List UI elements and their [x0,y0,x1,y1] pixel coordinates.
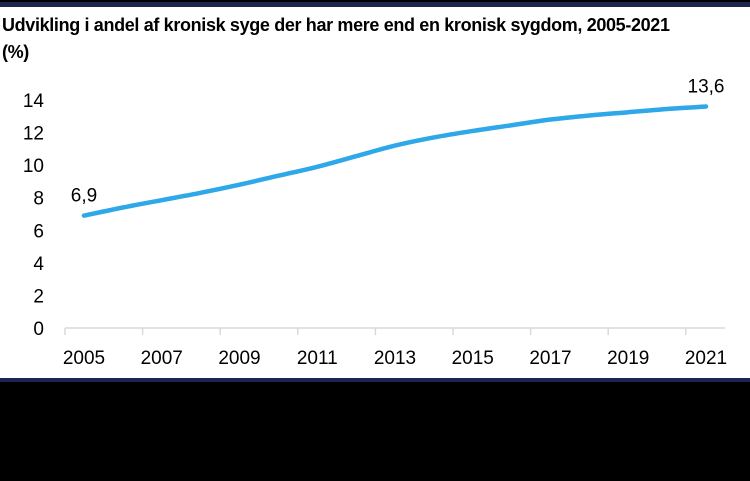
chart-title: Udvikling i andel af kronisk syge der ha… [2,12,742,66]
x-tick-label: 2009 [218,348,260,369]
y-tick-label: 10 [23,156,44,177]
x-tick-label: 2005 [63,348,105,369]
y-tick-label: 12 [23,124,44,145]
x-tick-label: 2007 [141,348,183,369]
y-tick-label: 4 [33,254,44,275]
data-line [81,104,709,218]
x-tick-label: 2021 [685,348,727,369]
x-tick-label: 2015 [452,348,494,369]
top-black-band [0,0,750,2]
data-label: 6,9 [71,186,97,207]
x-tick-label: 2013 [374,348,416,369]
y-tick-label: 0 [33,319,44,340]
top-navy-rule [0,2,750,7]
y-tick-label: 2 [33,286,44,307]
data-labels: 6,9 13,6 [71,77,725,207]
y-axis-labels: 0 2 4 6 8 10 12 14 [23,91,45,340]
x-tick-label: 2019 [607,348,649,369]
y-tick-label: 14 [23,91,45,112]
data-label: 13,6 [688,77,725,98]
x-tick-label: 2017 [529,348,571,369]
bottom-black-band [0,382,750,481]
x-axis-labels: 2005 2007 2009 2011 2013 2015 2017 2019 2021 [63,348,727,369]
chart-title-line2: (%) [2,42,29,62]
chart-panel: Udvikling i andel af kronisk syge der ha… [0,7,750,378]
x-axis [64,327,725,335]
chart-title-line1: Udvikling i andel af kronisk syge der ha… [2,15,670,35]
bottom-navy-rule [0,378,750,382]
y-tick-label: 6 [33,221,44,242]
y-tick-label: 8 [33,189,44,210]
x-tick-label: 2011 [297,348,338,369]
